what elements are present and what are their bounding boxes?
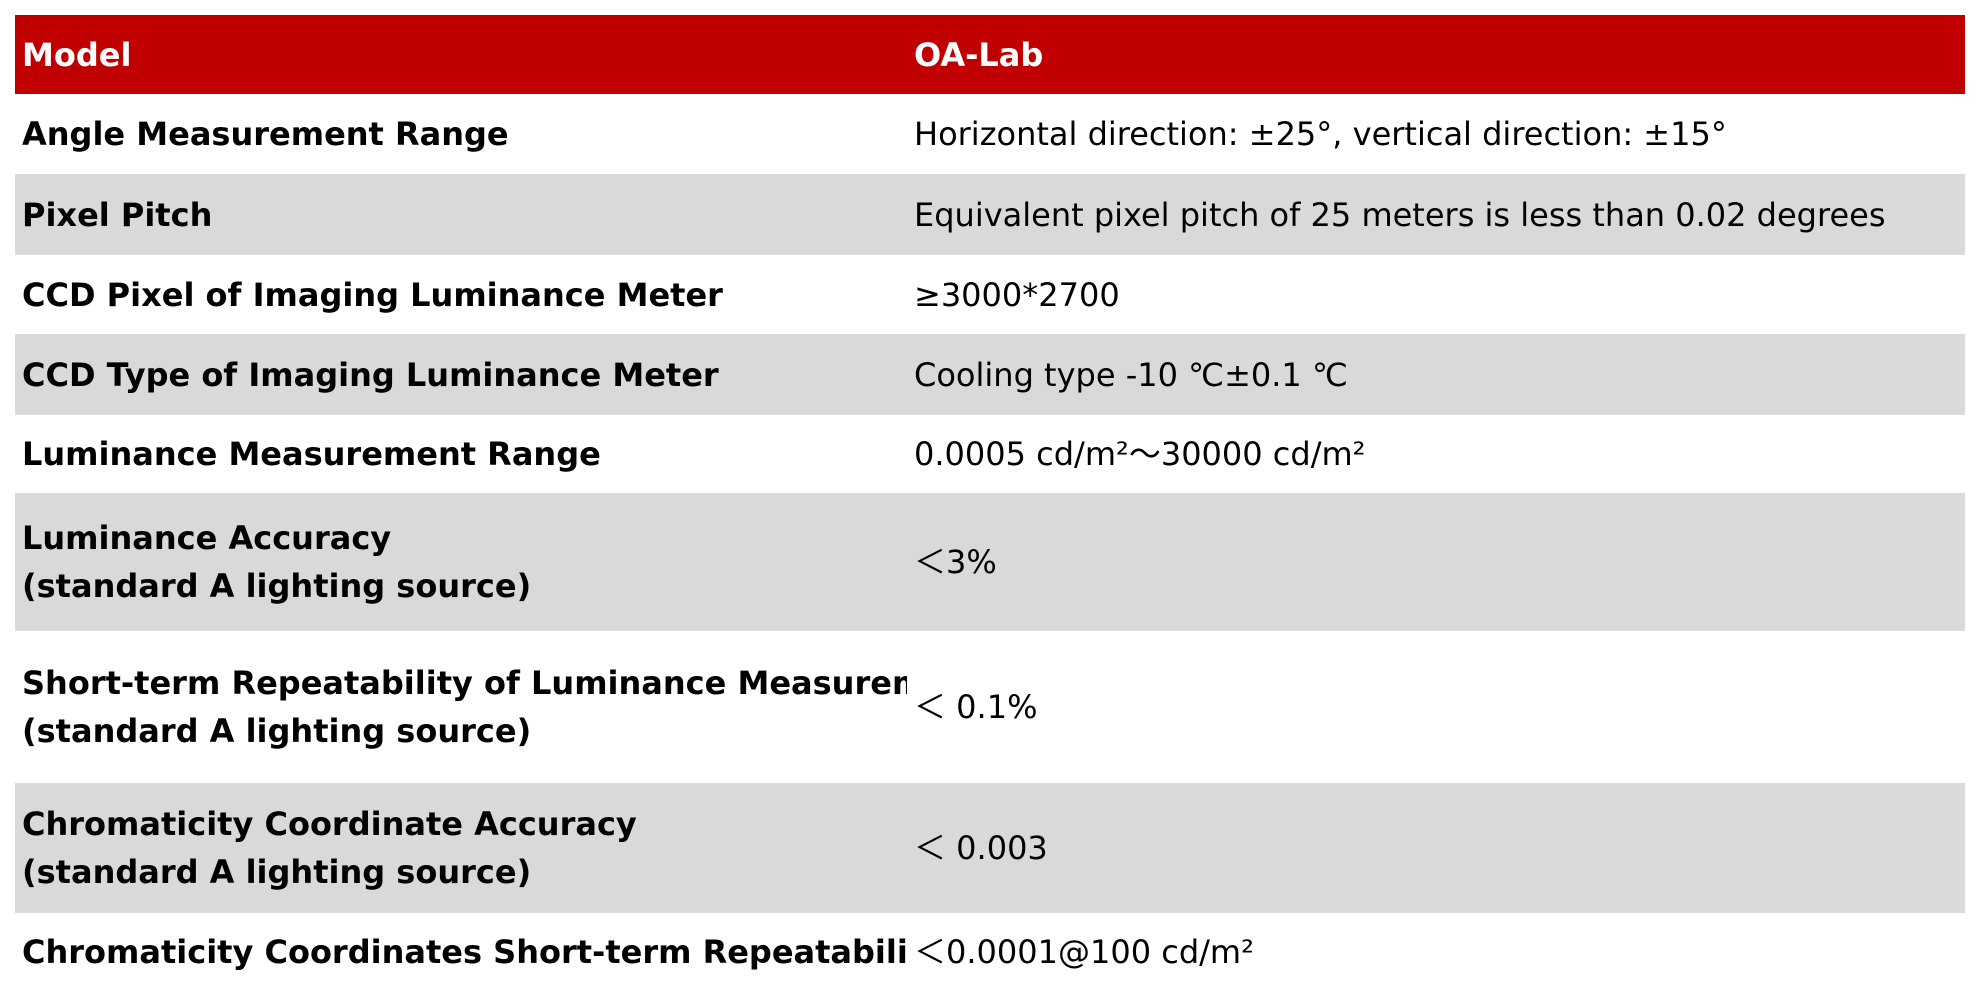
param-angle-range: Angle Measurement Range <box>22 115 509 153</box>
value-chromaticity-repeatability: ＜0.0001@100 cd/m² <box>914 933 1254 971</box>
header-row: Model OA-Lab <box>15 15 1965 94</box>
value-pixel-pitch: Equivalent pixel pitch of 25 meters is l… <box>914 195 1886 234</box>
value-ccd-pixel: ≥3000*2700 <box>914 275 1120 314</box>
value-luminance-repeatability: ＜ 0.1% <box>914 688 1038 726</box>
param-luminance-accuracy: Luminance Accuracy (standard A lighting … <box>22 519 532 605</box>
table-row: Chromaticity Coordinates Short-term Repe… <box>15 913 1965 991</box>
value-angle-range: Horizontal direction: ±25°, vertical dir… <box>914 115 1727 153</box>
spec-table: Model OA-Lab Angle Measurement Range Hor… <box>15 15 1965 991</box>
param-luminance-repeatability: Short-term Repeatability of Luminance Me… <box>22 664 907 750</box>
header-model-label: Model <box>22 35 132 74</box>
param-chromaticity-accuracy: Chromaticity Coordinate Accuracy (standa… <box>22 805 637 891</box>
value-luminance-range: 0.0005 cd/m²～30000 cd/m² <box>914 435 1366 473</box>
header-model-value: OA-Lab <box>914 35 1044 74</box>
table-row: CCD Type of Imaging Luminance Meter Cool… <box>15 334 1965 415</box>
table-row: Pixel Pitch Equivalent pixel pitch of 25… <box>15 174 1965 255</box>
param-pixel-pitch: Pixel Pitch <box>22 195 213 234</box>
param-chromaticity-repeatability: Chromaticity Coordinates Short-term Repe… <box>22 933 907 971</box>
table-row: Luminance Accuracy (standard A lighting … <box>15 493 1965 631</box>
param-ccd-pixel: CCD Pixel of Imaging Luminance Meter <box>22 275 723 314</box>
table-row: Chromaticity Coordinate Accuracy (standa… <box>15 783 1965 913</box>
param-ccd-type: CCD Type of Imaging Luminance Meter <box>22 355 719 394</box>
value-chromaticity-accuracy: ＜ 0.003 <box>914 829 1048 867</box>
table-row: Angle Measurement Range Horizontal direc… <box>15 94 1965 174</box>
table-row: CCD Pixel of Imaging Luminance Meter ≥30… <box>15 255 1965 334</box>
table-row: Luminance Measurement Range 0.0005 cd/m²… <box>15 415 1965 493</box>
value-ccd-type: Cooling type -10 ℃±0.1 ℃ <box>914 355 1348 394</box>
param-luminance-range: Luminance Measurement Range <box>22 435 601 473</box>
table-row: Short-term Repeatability of Luminance Me… <box>15 631 1965 783</box>
value-luminance-accuracy: ＜3% <box>914 543 997 581</box>
